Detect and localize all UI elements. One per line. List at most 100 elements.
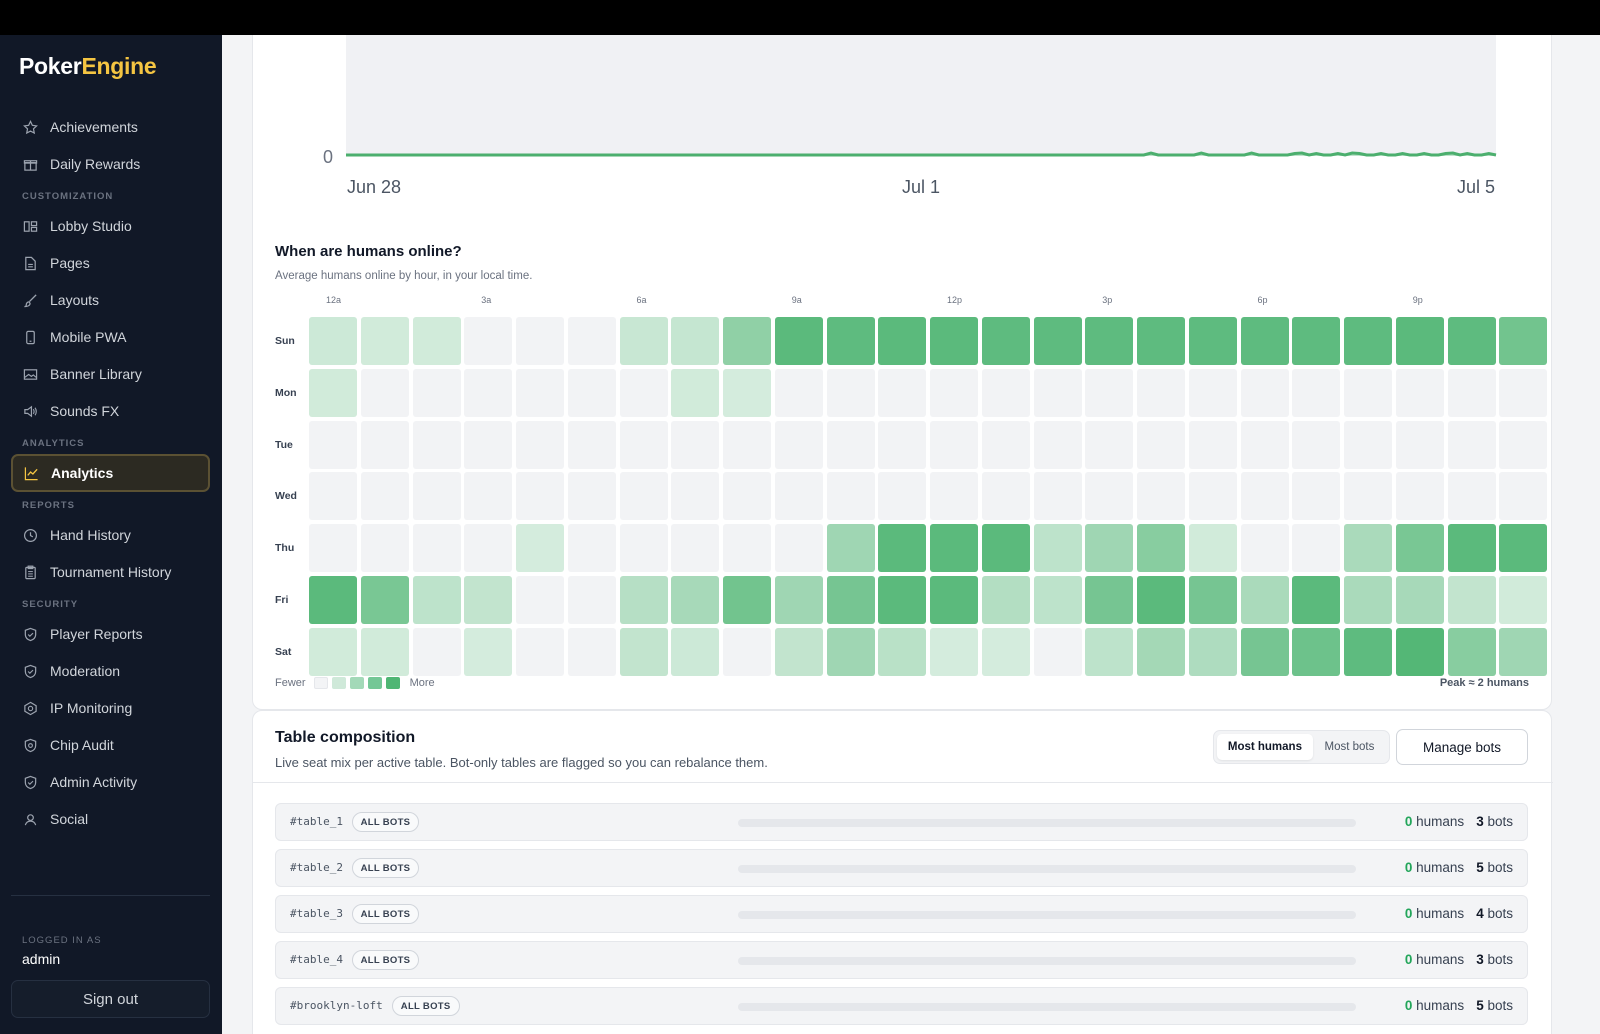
heatmap-cell[interactable]: [1240, 575, 1289, 624]
heatmap-cell[interactable]: [1292, 472, 1341, 521]
heatmap-cell[interactable]: [878, 317, 927, 365]
heatmap-cell[interactable]: [1292, 368, 1341, 417]
heatmap-cell[interactable]: [360, 627, 409, 676]
heatmap-cell[interactable]: [774, 317, 823, 365]
heatmap-cell[interactable]: [464, 420, 513, 469]
heatmap-cell[interactable]: [1395, 317, 1444, 365]
app-logo[interactable]: PokerEngine: [19, 53, 157, 80]
heatmap-cell[interactable]: [1033, 368, 1082, 417]
heatmap-cell[interactable]: [930, 524, 978, 572]
heatmap-cell[interactable]: [567, 575, 616, 624]
heatmap-cell[interactable]: [1447, 420, 1496, 469]
heatmap-cell[interactable]: [826, 627, 875, 676]
heatmap-cell[interactable]: [309, 472, 357, 521]
heatmap-cell[interactable]: [1240, 627, 1289, 676]
heatmap-cell[interactable]: [1033, 472, 1082, 521]
heatmap-cell[interactable]: [567, 317, 616, 365]
heatmap-cell[interactable]: [930, 317, 978, 365]
heatmap-cell[interactable]: [1188, 575, 1237, 624]
heatmap-cell[interactable]: [878, 472, 927, 521]
heatmap-cell[interactable]: [412, 524, 461, 572]
heatmap-cell[interactable]: [1033, 420, 1082, 469]
heatmap-cell[interactable]: [826, 472, 875, 521]
heatmap-cell[interactable]: [1292, 627, 1341, 676]
heatmap-cell[interactable]: [309, 627, 357, 676]
heatmap-cell[interactable]: [1395, 524, 1444, 572]
sidebar-item-analytics[interactable]: Analytics: [11, 454, 210, 492]
heatmap-cell[interactable]: [826, 420, 875, 469]
heatmap-cell[interactable]: [1447, 575, 1496, 624]
heatmap-cell[interactable]: [723, 368, 771, 417]
heatmap-cell[interactable]: [1137, 627, 1185, 676]
heatmap-cell[interactable]: [1499, 420, 1548, 469]
heatmap-cell[interactable]: [774, 368, 823, 417]
heatmap-cell[interactable]: [826, 524, 875, 572]
heatmap-cell[interactable]: [671, 575, 720, 624]
heatmap-cell[interactable]: [619, 627, 668, 676]
sidebar-item-tournament-history[interactable]: Tournament History: [11, 553, 210, 591]
heatmap-cell[interactable]: [619, 420, 668, 469]
heatmap-cell[interactable]: [360, 524, 409, 572]
heatmap-cell[interactable]: [360, 472, 409, 521]
heatmap-cell[interactable]: [1085, 627, 1134, 676]
heatmap-cell[interactable]: [1292, 524, 1341, 572]
heatmap-cell[interactable]: [930, 575, 978, 624]
heatmap-cell[interactable]: [464, 524, 513, 572]
heatmap-cell[interactable]: [567, 627, 616, 676]
heatmap-cell[interactable]: [981, 368, 1030, 417]
heatmap-cell[interactable]: [464, 472, 513, 521]
heatmap-cell[interactable]: [1292, 317, 1341, 365]
heatmap-cell[interactable]: [723, 627, 771, 676]
heatmap-cell[interactable]: [723, 317, 771, 365]
heatmap-cell[interactable]: [516, 575, 564, 624]
heatmap-cell[interactable]: [516, 420, 564, 469]
heatmap-cell[interactable]: [464, 575, 513, 624]
sidebar-item-lobby-studio[interactable]: Lobby Studio: [11, 207, 210, 245]
sidebar-item-achievements[interactable]: Achievements: [11, 108, 210, 146]
heatmap-cell[interactable]: [1085, 368, 1134, 417]
heatmap-cell[interactable]: [309, 524, 357, 572]
heatmap-cell[interactable]: [1240, 317, 1289, 365]
heatmap-cell[interactable]: [1447, 524, 1496, 572]
sidebar-item-sounds-fx[interactable]: Sounds FX: [11, 392, 210, 430]
heatmap-cell[interactable]: [878, 368, 927, 417]
heatmap-cell[interactable]: [774, 575, 823, 624]
heatmap-cell[interactable]: [567, 420, 616, 469]
heatmap-cell[interactable]: [1137, 472, 1185, 521]
heatmap-cell[interactable]: [1344, 524, 1392, 572]
sidebar-item-admin-activity[interactable]: Admin Activity: [11, 763, 210, 801]
heatmap-cell[interactable]: [567, 368, 616, 417]
heatmap-cell[interactable]: [1240, 524, 1289, 572]
heatmap-cell[interactable]: [1395, 368, 1444, 417]
heatmap-cell[interactable]: [1344, 420, 1392, 469]
manage-bots-button[interactable]: Manage bots: [1396, 729, 1528, 765]
heatmap-cell[interactable]: [412, 368, 461, 417]
heatmap-cell[interactable]: [878, 575, 927, 624]
heatmap-cell[interactable]: [619, 368, 668, 417]
heatmap-cell[interactable]: [619, 575, 668, 624]
heatmap-cell[interactable]: [981, 472, 1030, 521]
sidebar-item-ip-monitoring[interactable]: IP Monitoring: [11, 689, 210, 727]
heatmap-cell[interactable]: [360, 420, 409, 469]
sign-out-button[interactable]: Sign out: [11, 980, 210, 1018]
heatmap-cell[interactable]: [1344, 472, 1392, 521]
heatmap-cell[interactable]: [516, 472, 564, 521]
heatmap-cell[interactable]: [360, 575, 409, 624]
heatmap-cell[interactable]: [1344, 317, 1392, 365]
heatmap-cell[interactable]: [1499, 524, 1548, 572]
heatmap-cell[interactable]: [1447, 472, 1496, 521]
sort-most-humans-button[interactable]: Most humans: [1217, 734, 1313, 760]
heatmap-cell[interactable]: [1447, 368, 1496, 417]
sidebar-item-player-reports[interactable]: Player Reports: [11, 615, 210, 653]
heatmap-cell[interactable]: [360, 368, 409, 417]
heatmap-cell[interactable]: [1085, 472, 1134, 521]
heatmap-cell[interactable]: [826, 317, 875, 365]
heatmap-cell[interactable]: [464, 368, 513, 417]
heatmap-cell[interactable]: [774, 420, 823, 469]
heatmap-cell[interactable]: [1499, 472, 1548, 521]
sidebar-item-daily-rewards[interactable]: Daily Rewards: [11, 145, 210, 183]
table-row[interactable]: #brooklyn-loft ALL BOTS 0 humans 5 bots: [275, 987, 1528, 1025]
heatmap-cell[interactable]: [412, 317, 461, 365]
heatmap-cell[interactable]: [412, 420, 461, 469]
heatmap-cell[interactable]: [1085, 524, 1134, 572]
